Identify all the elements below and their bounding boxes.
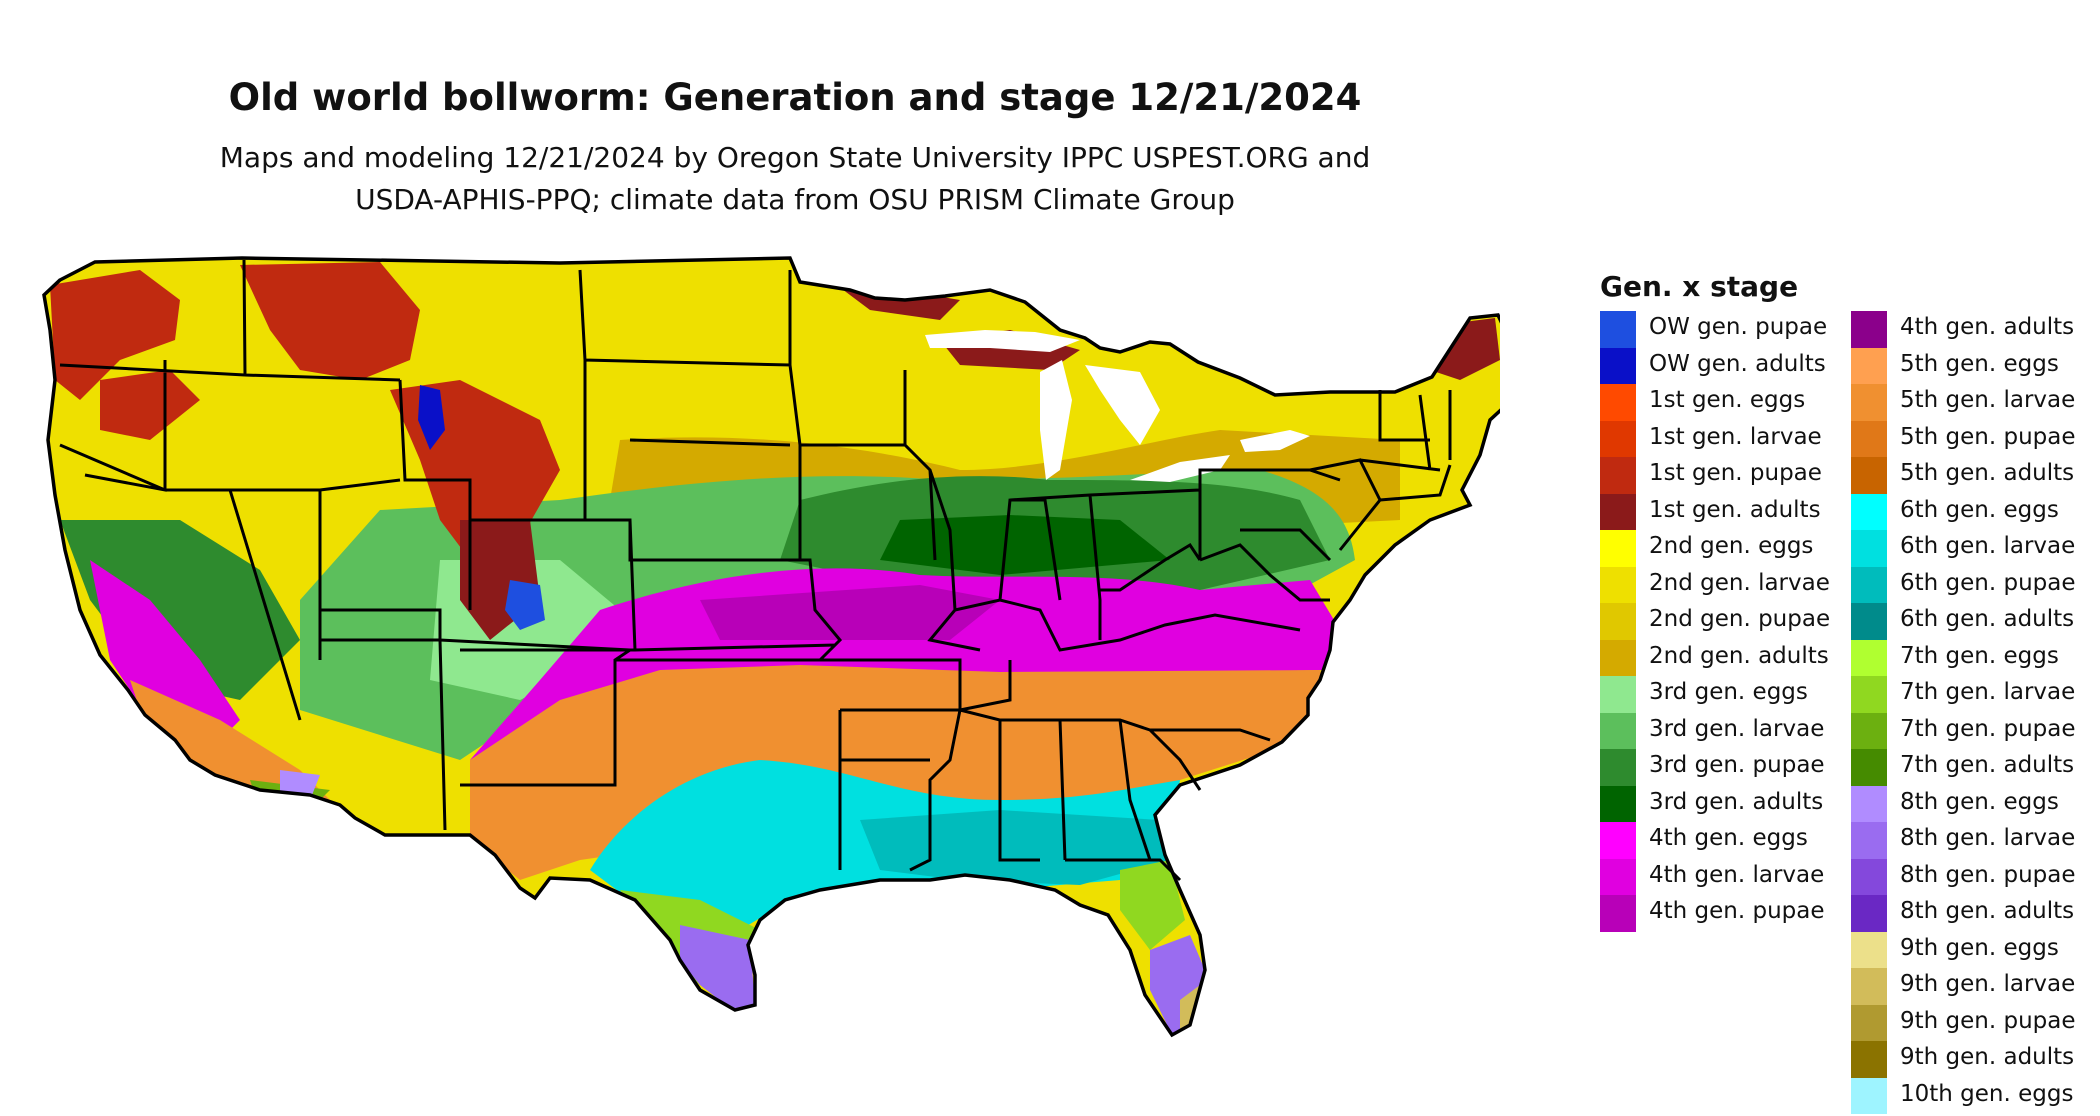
legend-label: 3rd gen. eggs <box>1649 679 1808 705</box>
legend-swatch <box>1851 749 1887 786</box>
map-title: Old world bollworm: Generation and stage… <box>228 76 1362 119</box>
great-lakes <box>925 330 1310 482</box>
legend-label: 7th gen. adults <box>1900 752 2075 778</box>
legend-swatch <box>1851 384 1887 421</box>
map-subtitle: Maps and modeling 12/21/2024 by Oregon S… <box>0 137 1590 221</box>
legend-label: 5th gen. adults <box>1900 460 2075 486</box>
legend-swatch <box>1600 712 1636 749</box>
legend-swatch <box>1600 639 1636 676</box>
legend-swatch <box>1600 603 1636 640</box>
legend-label: 1st gen. adults <box>1649 496 1821 523</box>
legend-swatch <box>1851 311 1887 348</box>
legend-swatch <box>1851 858 1887 895</box>
legend-swatch <box>1851 931 1887 968</box>
subtitle-line-1: Maps and modeling 12/21/2024 by Oregon S… <box>219 141 1371 174</box>
legend-swatch <box>1600 858 1636 895</box>
subtitle-line-2: USDA-APHIS-PPQ; climate data from OSU PR… <box>355 183 1235 216</box>
legend-swatch <box>1600 457 1636 494</box>
legend-label: 5th gen. pupae <box>1900 423 2076 450</box>
legend-swatch <box>1851 712 1887 749</box>
legend-label: 4th gen. pupae <box>1649 898 1825 924</box>
legend-swatch <box>1600 493 1636 530</box>
legend-title: Gen. x stage <box>1600 270 1799 303</box>
legend-swatch <box>1600 676 1636 713</box>
legend-label: 10th gen. eggs <box>1900 1080 2074 1107</box>
legend-swatch <box>1600 311 1636 348</box>
legend-label: 2nd gen. adults <box>1649 642 1829 669</box>
legend-swatch <box>1851 347 1887 384</box>
legend-label: 1st gen. pupae <box>1649 460 1822 486</box>
legend-swatch <box>1851 530 1887 567</box>
legend-swatch <box>1851 1041 1887 1078</box>
legend-swatch <box>1851 639 1887 676</box>
legend-label: 3rd gen. pupae <box>1649 752 1825 778</box>
legend-swatch <box>1600 895 1636 932</box>
legend-label: 8th gen. larvae <box>1900 825 2076 851</box>
legend-swatch <box>1600 530 1636 567</box>
legend-label: 8th gen. pupae <box>1900 861 2076 888</box>
legend-swatch <box>1600 420 1636 457</box>
legend-label: OW gen. adults <box>1649 350 1826 377</box>
legend-label: 1st gen. larvae <box>1649 423 1822 450</box>
legend-swatch <box>1851 1004 1887 1041</box>
legend-label: 4th gen. adults <box>1900 314 2075 340</box>
legend-label: 2nd gen. eggs <box>1649 533 1814 559</box>
state-boundaries <box>42 256 1500 1037</box>
legend-swatch <box>1851 603 1887 640</box>
legend-label: 5th gen. eggs <box>1900 350 2059 377</box>
legend-swatch <box>1600 566 1636 603</box>
legend-swatch <box>1851 968 1887 1005</box>
legend-label: 9th gen. adults <box>1900 1044 2075 1070</box>
legend-label: 3rd gen. adults <box>1649 788 1824 815</box>
legend-swatch <box>1851 566 1887 603</box>
legend-label: 5th gen. larvae <box>1900 387 2076 413</box>
legend-label: 7th gen. larvae <box>1900 679 2076 705</box>
legend-label: 4th gen. larvae <box>1649 861 1825 888</box>
legend-swatch <box>1851 493 1887 530</box>
legend-label: 3rd gen. larvae <box>1649 715 1825 742</box>
legend-label: 2nd gen. pupae <box>1649 606 1831 632</box>
legend-label: 6th gen. eggs <box>1900 496 2059 523</box>
legend-label: 6th gen. larvae <box>1900 533 2076 559</box>
legend-swatch <box>1851 895 1887 932</box>
legend-swatch <box>1600 749 1636 786</box>
legend-label: 8th gen. eggs <box>1900 788 2059 815</box>
legend-label: 6th gen. pupae <box>1900 569 2076 596</box>
legend-swatch <box>1600 785 1636 822</box>
legend-label: 9th gen. pupae <box>1900 1007 2076 1034</box>
legend-swatch <box>1600 347 1636 384</box>
legend-label: 8th gen. adults <box>1900 898 2075 924</box>
legend-label: 9th gen. larvae <box>1900 971 2076 997</box>
legend-swatch <box>1851 420 1887 457</box>
legend-label: OW gen. pupae <box>1649 314 1828 340</box>
legend-label: 2nd gen. larvae <box>1649 569 1830 596</box>
legend-swatch <box>1851 676 1887 713</box>
legend-label: 4th gen. eggs <box>1649 825 1808 851</box>
legend-swatch <box>1851 1077 1887 1114</box>
us-generation-stage-map <box>42 256 1500 1037</box>
legend-label: 1st gen. eggs <box>1649 387 1806 413</box>
legend-swatch <box>1600 384 1636 421</box>
legend-label: 6th gen. adults <box>1900 606 2075 632</box>
legend-label: 7th gen. eggs <box>1900 642 2059 669</box>
legend-label: 7th gen. pupae <box>1900 715 2076 742</box>
legend-swatch <box>1600 822 1636 859</box>
legend-swatch <box>1851 457 1887 494</box>
legend-swatch <box>1851 785 1887 822</box>
legend-swatch <box>1851 822 1887 859</box>
legend-label: 9th gen. eggs <box>1900 934 2059 961</box>
